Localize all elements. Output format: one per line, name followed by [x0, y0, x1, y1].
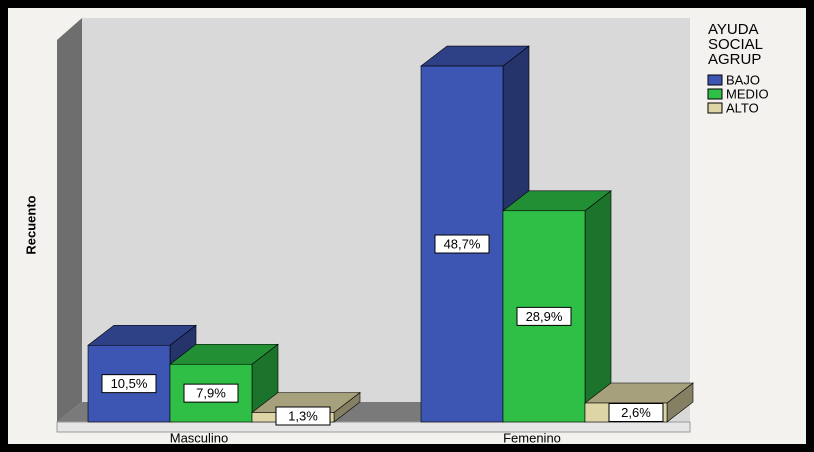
value-label: 28,9%: [526, 309, 563, 324]
value-label: 1,3%: [288, 408, 318, 423]
x-tick-label: Masculino: [170, 430, 229, 445]
side-wall: [57, 18, 82, 422]
y-axis-label: Recuento: [23, 195, 38, 254]
x-tick-label: Femenino: [503, 430, 561, 445]
legend-title: SOCIAL: [708, 36, 763, 53]
legend-swatch: [707, 102, 723, 114]
value-label-box: [434, 234, 490, 254]
legend-title: AGRUP: [708, 51, 761, 68]
value-label: 7,9%: [196, 386, 226, 401]
legend-label: ALTO: [726, 100, 759, 115]
legend-label: MEDIO: [726, 86, 769, 101]
value-label: 2,6%: [621, 405, 651, 420]
value-label-box: [101, 374, 157, 394]
value-label-box: [275, 406, 331, 426]
value-label: 10,5%: [111, 376, 148, 391]
value-label: 48,7%: [444, 236, 481, 251]
value-label-box: [183, 383, 239, 403]
x-axis: [56, 421, 691, 433]
legend-swatch: [707, 88, 723, 100]
legend-label: BAJO: [726, 72, 760, 87]
value-label-box: [608, 402, 664, 422]
value-label-box: [516, 306, 572, 326]
legend-title: AYUDA: [708, 21, 759, 38]
legend-swatch: [707, 74, 723, 86]
